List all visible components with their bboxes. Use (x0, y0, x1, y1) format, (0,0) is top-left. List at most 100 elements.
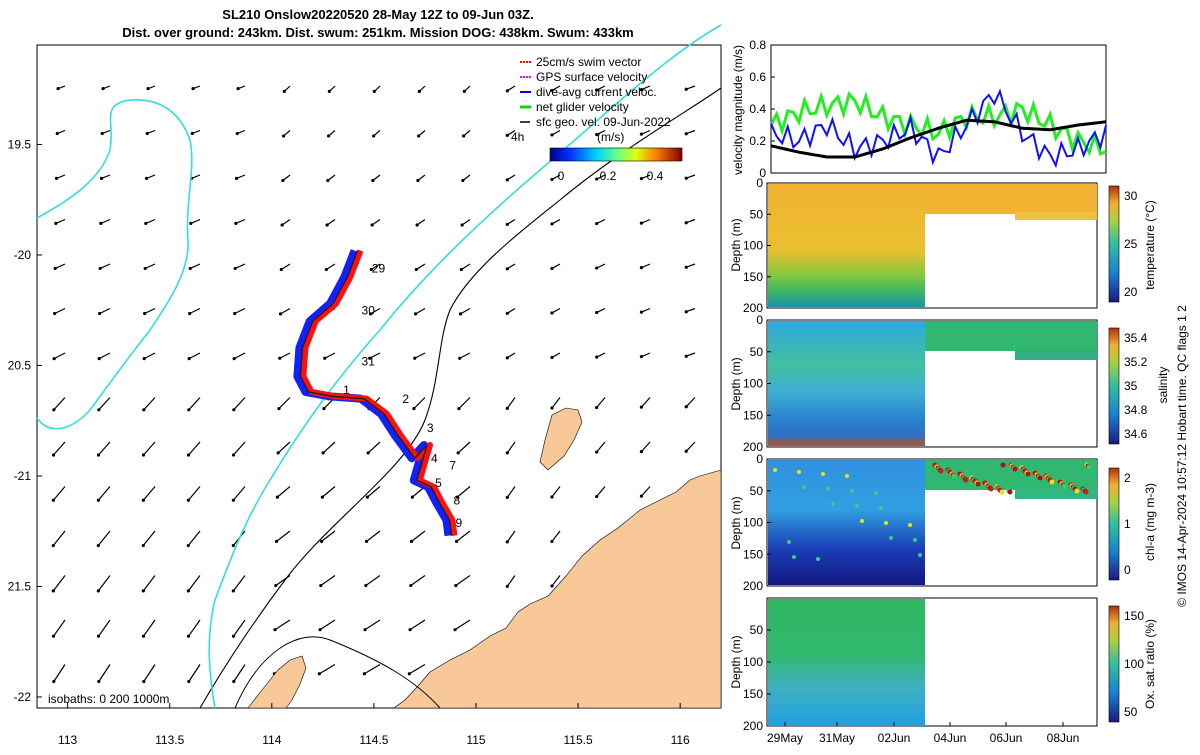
salinity-ticks: 0 50 100 150 200 35.4 35.2 35 34.8 34.6 (743, 313, 1148, 454)
chla-dot (855, 504, 859, 508)
geo-arrow (54, 307, 66, 315)
geo-arrow (144, 307, 156, 315)
geo-arrow-head (639, 450, 644, 454)
chla-dot (1074, 488, 1080, 494)
legend-label: dive-avg current veloc. (536, 85, 657, 99)
geo-arrow-head (550, 495, 554, 499)
oxygen-colorbar (1108, 605, 1120, 723)
geo-arrow-head (188, 266, 192, 271)
geo-arrow-head (278, 356, 282, 360)
geo-arrow-head (362, 672, 366, 676)
geo-arrow (324, 352, 336, 359)
colorbar-tick: 0 (558, 169, 565, 183)
map-x-ticklabel: 115 (466, 733, 485, 747)
geo-arrow-head (413, 312, 418, 316)
day-label: 30 (362, 304, 376, 318)
geo-arrow (551, 575, 561, 587)
cbar-ticklabel: 100 (1124, 657, 1144, 671)
geo-arrow-head (186, 634, 191, 638)
depth-ticklabel: 100 (743, 516, 763, 530)
geo-arrow-head (458, 312, 463, 316)
geo-arrow-head (595, 177, 599, 181)
geo-arrow-head (363, 628, 367, 632)
geo-arrow-head (684, 405, 688, 409)
day-label: 2 (402, 392, 409, 406)
cbar-ticklabel: 20 (1124, 285, 1138, 299)
geo-arrow-head (186, 453, 191, 457)
depth-ticklabel: 200 (743, 579, 763, 593)
geo-arrow (53, 664, 66, 682)
chla-dot (802, 485, 806, 489)
depth-ticklabel: 50 (750, 484, 764, 498)
geo-arrow (234, 307, 246, 315)
geo-arrow-head (233, 266, 237, 271)
geo-arrow (233, 619, 246, 637)
geo-arrow-head (365, 495, 369, 499)
chla-dot (860, 519, 864, 523)
geo-arrow-head (232, 408, 236, 412)
temperature-field-right-lower (1015, 212, 1097, 220)
time-ticklabel: 02Jun (878, 731, 911, 745)
depth-ticklabel: 100 (743, 239, 763, 253)
geo-arrow-head (317, 672, 321, 676)
geo-arrow-head (456, 451, 460, 455)
geo-arrow (456, 486, 471, 498)
velocity-ticklabel: 0.6 (749, 70, 766, 84)
cbar-ticklabel: 50 (1124, 705, 1138, 719)
geo-arrow (551, 397, 561, 409)
map-y-ticklabel: -21 (14, 469, 32, 483)
geo-arrow (414, 352, 426, 359)
map-x-ticklabel: 113.5 (155, 733, 184, 747)
chla-dot (773, 468, 777, 472)
geo-arrow (321, 486, 336, 498)
geo-arrow-head (236, 87, 240, 91)
geo-arrow-head (409, 539, 414, 543)
geo-arrow-head (51, 634, 56, 638)
geo-arrow (455, 575, 471, 587)
geo-arrow-head (51, 589, 55, 593)
geo-arrow (187, 530, 201, 546)
geo-arrow-head (595, 405, 599, 410)
temperature-field-right (925, 184, 1097, 214)
geo-arrow (410, 575, 426, 587)
geo-arrow-head (281, 178, 285, 183)
geo-arrow-head (275, 495, 279, 499)
geo-arrow-head (460, 223, 464, 227)
velocity-ticklabel: 0.2 (749, 134, 766, 148)
geo-arrow (143, 664, 156, 682)
geo-arrow-head (505, 451, 509, 455)
geo-arrow (320, 575, 336, 587)
barrow-island (539, 407, 583, 471)
geo-arrow-head (274, 583, 278, 588)
geo-arrow-head (639, 405, 644, 409)
chla-dot (1049, 479, 1055, 485)
geo-arrow-head (323, 356, 327, 360)
oxygen-ylabel: Depth (m) (729, 635, 743, 688)
geo-arrow (143, 397, 156, 411)
geo-arrow (235, 218, 246, 224)
cbar-ticklabel: 0 (1124, 563, 1131, 577)
geo-arrow-head (459, 267, 463, 272)
geo-arrow-head (144, 221, 148, 225)
geo-arrow-head (96, 589, 100, 593)
temperature-colorbar (1108, 185, 1120, 303)
geo-arrow-head (98, 311, 102, 316)
isobath-200 (199, 87, 722, 709)
geo-arrow-head (277, 406, 281, 411)
geo-arrow-head (320, 495, 324, 499)
geo-arrow-head (684, 132, 688, 136)
geo-arrow-head (408, 628, 412, 632)
geo-arrow-head (364, 539, 369, 543)
chla-colorbar (1108, 467, 1120, 581)
cbar-ticklabel: 2 (1124, 471, 1131, 485)
velocity-ticklabel: 0.8 (749, 38, 766, 52)
chla-dot (821, 472, 825, 476)
legend-label: 25cm/s swim vector (536, 55, 641, 69)
geo-arrow-head (321, 451, 325, 455)
chla-ticks: 0 50 100 150 200 2 1 0 (743, 452, 1131, 593)
geo-arrow (142, 530, 156, 546)
geo-arrow-head (279, 267, 283, 272)
legend-label: net glider velocity (536, 100, 629, 114)
geo-arrow-head (505, 356, 509, 360)
geo-arrow-head (364, 583, 368, 588)
